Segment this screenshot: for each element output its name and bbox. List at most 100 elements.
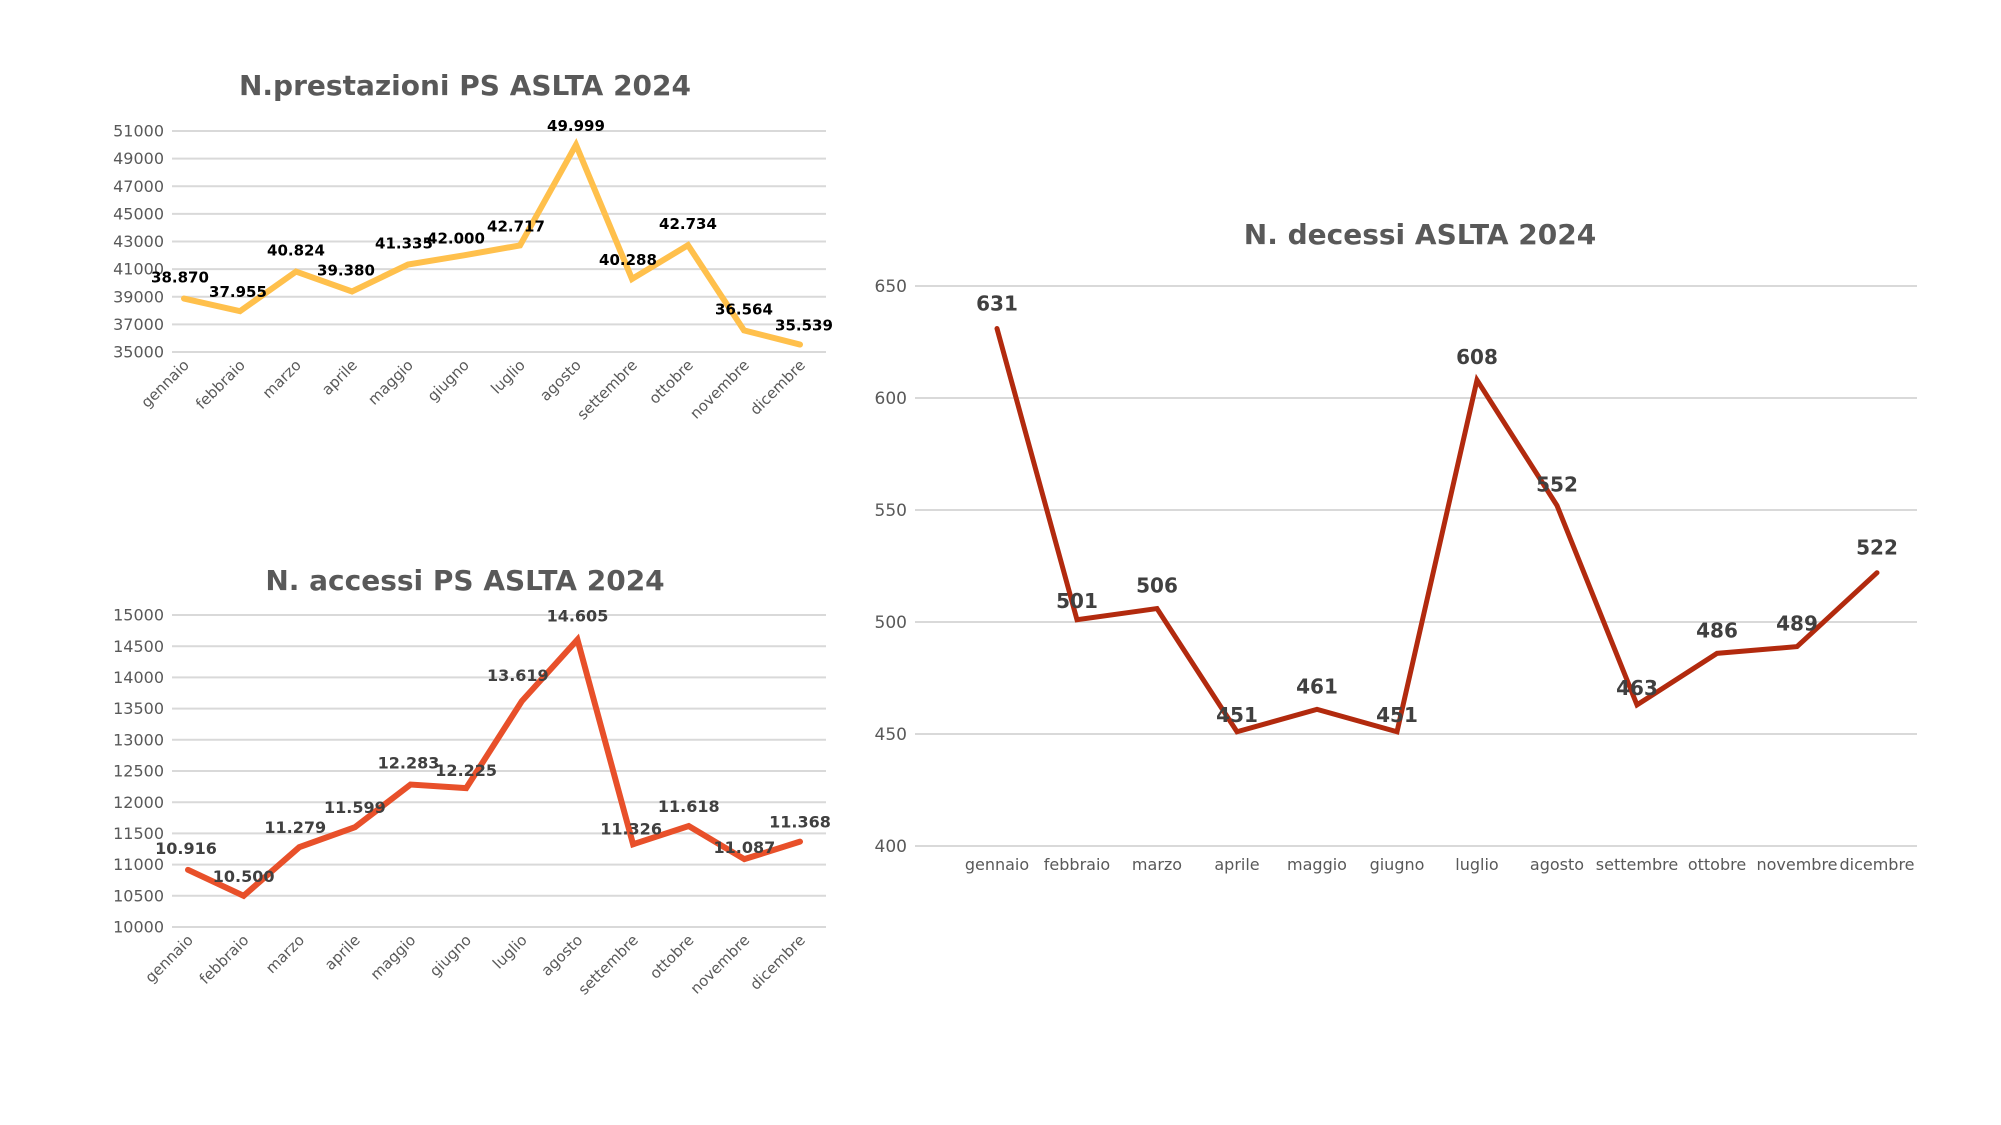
x-tick-label: maggio bbox=[1287, 855, 1347, 874]
y-tick-label: 10500 bbox=[113, 886, 164, 905]
data-label: 12.225 bbox=[435, 761, 497, 780]
data-label: 506 bbox=[1136, 574, 1178, 598]
data-label: 552 bbox=[1536, 473, 1578, 497]
x-tick-label: giugno bbox=[1370, 855, 1425, 874]
chart-title: N.prestazioni PS ASLTA 2024 bbox=[239, 69, 691, 102]
data-label: 11.326 bbox=[600, 819, 662, 838]
x-tick-label: novembre bbox=[687, 931, 753, 997]
data-label: 14.605 bbox=[547, 607, 609, 626]
data-label: 35.539 bbox=[775, 317, 833, 335]
x-tick-label: maggio bbox=[367, 931, 419, 983]
x-tick-label: agosto bbox=[536, 356, 585, 405]
y-tick-label: 10000 bbox=[113, 918, 164, 937]
y-tick-label: 650 bbox=[875, 277, 907, 297]
y-tick-label: 12000 bbox=[113, 793, 164, 812]
data-label: 42.000 bbox=[427, 229, 485, 247]
x-tick-label: luglio bbox=[487, 356, 529, 398]
chart-title: N. decessi ASLTA 2024 bbox=[1244, 218, 1596, 251]
x-tick-label: novembre bbox=[1756, 855, 1837, 874]
x-tick-label: dicembre bbox=[746, 356, 808, 418]
data-label: 36.564 bbox=[715, 300, 773, 318]
data-label: 489 bbox=[1776, 612, 1818, 636]
x-tick-label: aprile bbox=[318, 356, 361, 399]
x-tick-label: gennaio bbox=[137, 356, 192, 411]
x-tick-label: ottobre bbox=[1688, 855, 1746, 874]
data-label: 486 bbox=[1696, 618, 1738, 642]
x-tick-label: dicembre bbox=[746, 931, 808, 993]
data-label: 10.500 bbox=[213, 867, 275, 886]
y-tick-label: 600 bbox=[875, 389, 907, 409]
data-label: 451 bbox=[1216, 703, 1258, 727]
y-tick-label: 35000 bbox=[113, 343, 164, 362]
y-tick-label: 14000 bbox=[113, 668, 164, 687]
x-tick-label: giugno bbox=[426, 931, 475, 980]
data-label: 37.955 bbox=[209, 283, 267, 301]
y-tick-label: 41000 bbox=[113, 260, 164, 279]
data-label: 42.734 bbox=[659, 215, 717, 233]
data-label: 608 bbox=[1456, 345, 1498, 369]
y-tick-label: 13000 bbox=[113, 730, 164, 749]
data-label: 11.368 bbox=[769, 813, 831, 832]
x-tick-label: giugno bbox=[424, 356, 473, 405]
data-label: 42.717 bbox=[487, 217, 545, 235]
data-label: 38.870 bbox=[151, 269, 209, 287]
x-tick-label: luglio bbox=[489, 931, 531, 973]
chart-decessi: N. decessi ASLTA 2024 400 450 500 550 600 650… bbox=[875, 218, 1917, 874]
x-tick-label: marzo bbox=[262, 931, 308, 977]
series-line bbox=[185, 633, 803, 900]
data-label: 49.999 bbox=[547, 117, 605, 135]
x-tick-label: ottobre bbox=[645, 356, 696, 407]
y-tick-label: 11500 bbox=[113, 824, 164, 843]
x-tick-label: marzo bbox=[259, 356, 305, 402]
data-label: 11.599 bbox=[324, 798, 386, 817]
series-line bbox=[181, 137, 803, 348]
x-tick-label: maggio bbox=[364, 356, 416, 408]
y-tick-label: 51000 bbox=[113, 122, 164, 141]
data-label: 522 bbox=[1856, 536, 1898, 560]
x-tick-label: novembre bbox=[686, 356, 752, 422]
x-tick-label: febbraio bbox=[1044, 855, 1110, 874]
x-tick-label: marzo bbox=[1132, 855, 1182, 874]
y-tick-label: 47000 bbox=[113, 177, 164, 196]
x-tick-label: gennaio bbox=[965, 855, 1029, 874]
data-label: 13.619 bbox=[487, 666, 549, 685]
chart-accessi: N. accessi PS ASLTA 2024 10000 10500 11000… bbox=[113, 564, 831, 998]
x-tick-label: agosto bbox=[1530, 855, 1584, 874]
data-label: 451 bbox=[1376, 703, 1418, 727]
y-tick-label: 14500 bbox=[113, 637, 164, 656]
y-tick-label: 550 bbox=[875, 501, 907, 521]
data-label: 463 bbox=[1616, 676, 1658, 700]
x-tick-label: agosto bbox=[538, 931, 587, 980]
x-tick-label: gennaio bbox=[141, 931, 196, 986]
x-tick-label: settembre bbox=[573, 356, 640, 423]
x-tick-label: settembre bbox=[575, 931, 642, 998]
data-label: 631 bbox=[976, 292, 1018, 316]
y-tick-label: 49000 bbox=[113, 149, 164, 168]
y-tick-label: 450 bbox=[875, 725, 907, 745]
data-label: 40.824 bbox=[267, 242, 325, 260]
y-tick-label: 11000 bbox=[113, 855, 164, 874]
x-tick-label: aprile bbox=[321, 931, 364, 974]
x-tick-label: luglio bbox=[1455, 855, 1498, 874]
data-label: 11.279 bbox=[264, 818, 326, 837]
data-label: 39.380 bbox=[317, 262, 375, 280]
y-tick-label: 39000 bbox=[113, 287, 164, 306]
y-tick-label: 500 bbox=[875, 613, 907, 633]
y-tick-label: 13500 bbox=[113, 699, 164, 718]
data-label: 11.618 bbox=[658, 797, 720, 816]
x-tick-label: settembre bbox=[1596, 855, 1678, 874]
data-label: 461 bbox=[1296, 674, 1338, 698]
data-label: 501 bbox=[1056, 589, 1098, 613]
data-label: 11.087 bbox=[713, 838, 775, 857]
data-label: 12.283 bbox=[378, 754, 440, 773]
x-tick-label: aprile bbox=[1214, 855, 1259, 874]
series-line bbox=[994, 326, 1880, 735]
data-label: 40.288 bbox=[599, 251, 657, 269]
chart-prestazioni: N.prestazioni PS ASLTA 2024 35000 37000 39… bbox=[113, 69, 833, 423]
chart-title: N. accessi PS ASLTA 2024 bbox=[265, 564, 664, 597]
y-tick-label: 43000 bbox=[113, 232, 164, 251]
y-tick-label: 12500 bbox=[113, 762, 164, 781]
y-tick-label: 15000 bbox=[113, 606, 164, 625]
x-tick-label: febbraio bbox=[196, 931, 253, 988]
